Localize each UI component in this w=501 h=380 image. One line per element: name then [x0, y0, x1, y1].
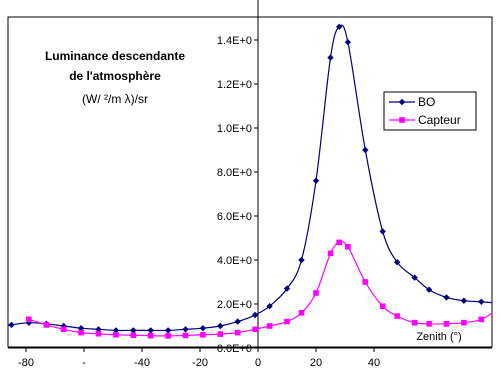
- x-tick-label: -40: [134, 357, 150, 369]
- series-line-capteur: [28, 240, 492, 337]
- data-point-capteur: [95, 330, 102, 337]
- data-point-bo: [298, 256, 305, 264]
- data-point-bo: [344, 39, 352, 46]
- data-point-capteur: [345, 244, 351, 250]
- data-point-capteur: [379, 303, 386, 309]
- data-point-capteur: [266, 323, 273, 329]
- plot-area-frame: [7, 16, 493, 348]
- data-point-bo: [283, 285, 291, 292]
- data-point-bo: [411, 274, 418, 281]
- x-tick-label: -20: [192, 357, 208, 369]
- data-point-capteur: [411, 319, 418, 326]
- data-point-capteur: [394, 313, 400, 319]
- x-tick-label: 0: [255, 357, 261, 369]
- y-tick-label: 6.0E+0: [217, 211, 252, 223]
- data-point-capteur: [43, 322, 50, 328]
- data-point-capteur: [182, 332, 189, 339]
- data-point-capteur: [234, 329, 241, 336]
- y-tick-label: 1.2E+0: [217, 79, 252, 91]
- data-point-bo: [60, 322, 67, 330]
- y-axis-label-line2: de l'atmosphère: [69, 69, 161, 83]
- legend-marker-bo: [398, 98, 406, 106]
- data-point-capteur: [130, 332, 137, 339]
- data-point-capteur: [78, 329, 84, 336]
- legend: BO Capteur: [389, 95, 461, 127]
- data-point-capteur: [362, 279, 369, 285]
- legend-label-bo: BO: [418, 95, 435, 109]
- data-point-bo: [327, 54, 334, 61]
- data-point-capteur: [336, 239, 342, 246]
- data-point-capteur: [298, 310, 305, 316]
- x-tick-label: -: [82, 357, 86, 369]
- data-point-bo: [425, 286, 433, 293]
- data-point-bo: [362, 146, 369, 154]
- data-point-bo: [25, 319, 33, 326]
- data-point-bo: [266, 303, 273, 310]
- data-point-bo: [251, 311, 259, 319]
- data-point-bo: [234, 318, 241, 325]
- data-point-bo: [379, 228, 386, 235]
- legend-marker-capteur: [399, 117, 405, 123]
- data-point-capteur: [217, 331, 224, 337]
- data-point-bo: [8, 321, 15, 329]
- data-point-bo: [130, 327, 137, 334]
- data-point-capteur: [60, 326, 67, 333]
- x-tick-label: -80: [18, 357, 34, 369]
- data-point-bo: [217, 322, 224, 330]
- data-point-bo: [443, 294, 450, 301]
- series-markers: [8, 23, 485, 339]
- legend-label-capteur: Capteur: [418, 113, 461, 127]
- data-point-bo: [147, 327, 154, 334]
- data-point-capteur: [461, 319, 467, 326]
- data-point-bo: [394, 259, 401, 266]
- data-point-capteur: [113, 332, 119, 338]
- data-point-bo: [199, 325, 207, 332]
- x-axis-label: Zenith (°): [416, 331, 461, 343]
- x-tick-label: 40: [368, 357, 380, 369]
- y-tick-label: 2.0E+0: [217, 299, 252, 311]
- y-tick-label: 1.0E+0: [217, 123, 252, 135]
- data-point-capteur: [200, 332, 206, 338]
- data-point-capteur: [313, 290, 319, 296]
- data-point-bo: [460, 297, 468, 304]
- y-tick-label: 8.0E+0: [217, 167, 252, 179]
- y-axis-label-line1: Luminance descendante: [45, 49, 185, 63]
- legend-box: [383, 91, 477, 131]
- data-point-bo: [164, 327, 172, 334]
- data-point-bo: [182, 326, 189, 333]
- data-point-capteur: [147, 332, 154, 339]
- data-point-capteur: [426, 321, 432, 327]
- data-point-bo: [312, 177, 320, 184]
- data-point-capteur: [327, 250, 334, 257]
- axes: [8, 0, 492, 352]
- data-point-bo: [336, 23, 343, 30]
- tick-labels: 0.0E+0 2.0E+0 4.0E+0 6.0E+0 8.0E+0 1.0E+0 1.2E…: [18, 35, 380, 369]
- data-point-capteur: [284, 318, 290, 325]
- y-axis-unit-label: (W/ ²/m λ)/sr: [82, 92, 148, 106]
- data-point-capteur: [252, 326, 258, 333]
- y-tick-label: 0.0E+0: [217, 343, 252, 355]
- data-point-capteur: [478, 316, 485, 323]
- data-point-bo: [478, 298, 485, 305]
- y-tick-label: 4.0E+0: [217, 255, 252, 267]
- data-point-capteur: [443, 321, 450, 327]
- x-tick-label: 20: [310, 357, 322, 369]
- y-tick-label: 1.4E+0: [217, 35, 252, 47]
- data-point-capteur: [165, 333, 171, 339]
- data-point-capteur: [26, 316, 32, 323]
